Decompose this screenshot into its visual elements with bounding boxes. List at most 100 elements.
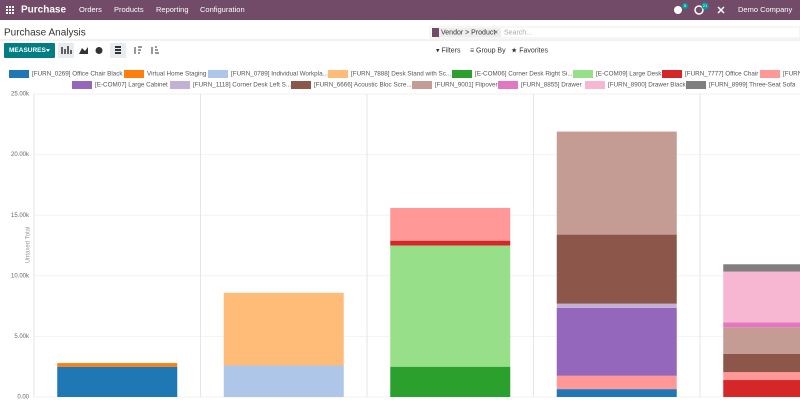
menu[interactable]: Products bbox=[114, 5, 144, 14]
company[interactable]: Demo Company bbox=[738, 5, 792, 14]
pie-icon[interactable] bbox=[95, 47, 103, 54]
bar-view-button[interactable] bbox=[58, 43, 74, 58]
badge-bg bbox=[682, 3, 688, 9]
y-tick-label: 25.00k bbox=[11, 92, 30, 98]
legend-label: [FURN_0789] Individual Workpla... bbox=[231, 71, 328, 78]
filters[interactable]: ▾ Filters bbox=[436, 47, 461, 54]
legend-item[interactable]: [E-COM09] Large Desk bbox=[573, 70, 662, 78]
legend-item[interactable]: [FURN_6666] Acoustic Bloc Scre... bbox=[291, 81, 412, 89]
menu[interactable]: Orders bbox=[79, 5, 102, 14]
legend-item[interactable]: [E-COM07] Large Cabinet bbox=[72, 81, 168, 89]
legend-swatch bbox=[498, 81, 518, 89]
bar-icon bbox=[61, 46, 72, 54]
bar-segment bbox=[556, 303, 677, 308]
legend-item[interactable]: [FURN_8900] Drawer Black bbox=[585, 81, 687, 89]
legend-label: [FURN_8999] Three-Seat Sofa bbox=[709, 82, 796, 89]
legend-item[interactable]: [FURN_7888] Desk Stand with Sc... bbox=[328, 70, 451, 78]
y-tick-label: 15.00k bbox=[11, 213, 30, 219]
facet[interactable] bbox=[439, 28, 501, 37]
y-tick-label: 0.00 bbox=[17, 395, 29, 400]
sort-desc-icon[interactable] bbox=[134, 46, 142, 54]
legend-swatch bbox=[170, 81, 190, 89]
bar-segment bbox=[390, 240, 511, 246]
bar-segment bbox=[556, 234, 677, 304]
app-name[interactable]: Purchase bbox=[21, 5, 66, 16]
legend-swatch bbox=[208, 70, 228, 78]
favorites-label: Favorites bbox=[519, 47, 548, 54]
legend-item[interactable]: [FURN_9001] Flipover bbox=[412, 81, 498, 89]
legend-swatch bbox=[412, 81, 432, 89]
legend-label: [FURN_9001] Flipover bbox=[435, 82, 498, 89]
sort-asc-icon[interactable] bbox=[151, 46, 159, 54]
legend-item[interactable]: [FURN_8855] Drawer bbox=[498, 81, 582, 89]
caret bbox=[46, 49, 50, 52]
bar-segment bbox=[723, 322, 800, 328]
bar-segment bbox=[556, 389, 677, 397]
legend-item[interactable]: [FURN_8999] Three-Seat Sofa bbox=[686, 81, 796, 89]
activity-icon[interactable] bbox=[694, 5, 704, 15]
legend-swatch bbox=[9, 70, 29, 78]
filters-label: Filters bbox=[441, 47, 461, 54]
legend-label: [E-COM09] Large Desk bbox=[596, 71, 662, 78]
legend-item[interactable]: Virtual Home Staging bbox=[124, 70, 207, 78]
navbar-bg bbox=[0, 0, 800, 20]
bar-segment bbox=[723, 327, 800, 354]
bar-segment bbox=[390, 207, 511, 241]
measures-button[interactable] bbox=[4, 43, 55, 58]
legend-swatch bbox=[686, 81, 706, 89]
legend-item[interactable]: [FURN_1118] Corner Desk Left S... bbox=[170, 81, 291, 89]
legend-label: [FURN_6666] Acoustic Bloc Scre... bbox=[314, 82, 412, 89]
facet-icon bbox=[432, 28, 439, 37]
legend-label: [FURN_7888] Desk Stand with Sc... bbox=[351, 71, 451, 78]
legend-item[interactable]: [FURN_0269] Office Chair Black bbox=[9, 70, 123, 78]
legend-label: [FURN_0269] Office Chair Black bbox=[32, 71, 123, 78]
search-box[interactable] bbox=[429, 26, 800, 39]
legend-swatch bbox=[760, 70, 780, 78]
apps-icon[interactable] bbox=[6, 6, 14, 14]
legend-item[interactable]: [FURN_7777] Office Chair bbox=[662, 70, 758, 78]
stack-icon bbox=[115, 46, 121, 54]
bar-segment bbox=[57, 363, 178, 367]
y-tick-label: 10.00k bbox=[11, 273, 30, 279]
bar-segment bbox=[723, 372, 800, 381]
legend-swatch bbox=[72, 81, 92, 89]
bar-segment bbox=[556, 307, 677, 376]
legend-label: [FURN_7777] Office Chair bbox=[685, 71, 758, 78]
y-axis-label: Untaxed Total bbox=[26, 227, 32, 264]
facet-label: Vendor > Product bbox=[441, 29, 495, 36]
bar-segment bbox=[223, 365, 344, 397]
legend-item[interactable]: [FURN_0789] Individual Workpla... bbox=[208, 70, 328, 78]
badge: 21 bbox=[703, 3, 708, 8]
bar-segment bbox=[723, 264, 800, 272]
navbar: Purchase Orders Products Reporting Confi… bbox=[0, 0, 800, 20]
chat-icon[interactable] bbox=[674, 6, 682, 14]
bar-segment bbox=[223, 292, 344, 366]
bar-segment bbox=[556, 375, 677, 390]
tools-icon[interactable] bbox=[717, 6, 725, 14]
legend-label: [FURN bbox=[783, 71, 800, 78]
favorites[interactable]: ★ Favorites bbox=[511, 46, 549, 54]
measures-label: MEASURES bbox=[9, 47, 47, 54]
legend-item[interactable]: [E-COM06] Corner Desk Right Si... bbox=[452, 70, 573, 78]
chart: 0.00 5.00k 10.00k 15.00k 20.00k 25.00k [FURN_0… bbox=[9, 70, 800, 400]
legend-item[interactable]: [FURN bbox=[760, 70, 800, 78]
legend-label: [FURN_8855] Drawer bbox=[521, 82, 582, 89]
legend-label: Virtual Home Staging bbox=[147, 71, 207, 78]
menu[interactable]: Reporting bbox=[156, 5, 189, 14]
facet-remove[interactable]: × bbox=[494, 29, 498, 36]
search-placeholder: Search... bbox=[504, 29, 532, 36]
bar-segment bbox=[723, 353, 800, 373]
page-title: Purchase Analysis bbox=[4, 28, 86, 39]
y-tick-label: 5.00k bbox=[14, 334, 30, 340]
menu[interactable]: Configuration bbox=[200, 5, 245, 14]
group-by[interactable]: ≡ Group By bbox=[470, 47, 506, 54]
bar-segment bbox=[390, 245, 511, 367]
bar-segment bbox=[390, 366, 511, 397]
legend-swatch bbox=[662, 70, 682, 78]
legend-label: [E-COM06] Corner Desk Right Si... bbox=[475, 71, 573, 78]
y-tick-label: 20.00k bbox=[11, 152, 30, 158]
legend-swatch bbox=[452, 70, 472, 78]
line-icon[interactable] bbox=[79, 47, 88, 54]
legend-swatch bbox=[585, 81, 605, 89]
